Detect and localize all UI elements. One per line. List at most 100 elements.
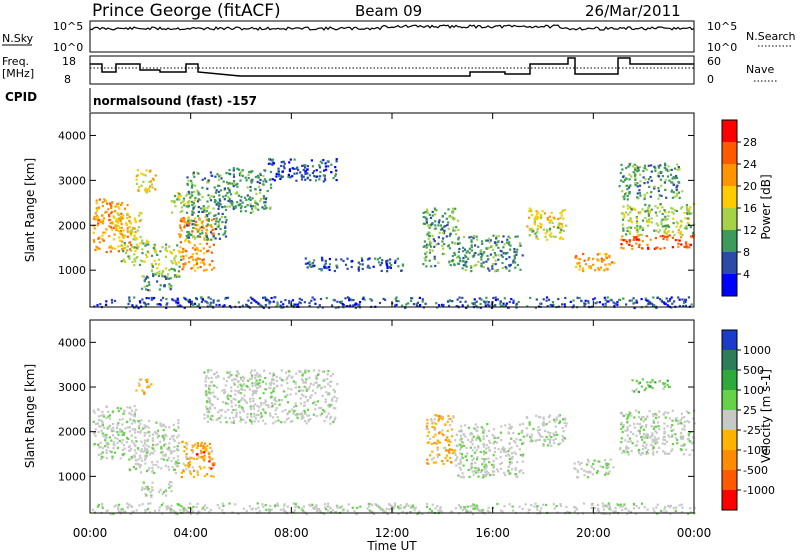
colorbar-tick-label: -500 xyxy=(743,464,768,477)
heatmap-cell xyxy=(225,172,228,175)
heatmap-cell xyxy=(172,457,175,460)
heatmap-cell xyxy=(388,508,391,511)
heatmap-cell xyxy=(634,177,637,180)
heatmap-cell xyxy=(143,487,146,491)
heatmap-cell xyxy=(238,174,242,177)
heatmap-cell xyxy=(565,422,568,425)
heatmap-cell xyxy=(208,466,211,469)
heatmap-cell xyxy=(620,238,623,241)
heatmap-cell xyxy=(255,379,258,382)
heatmap-cell xyxy=(215,303,218,306)
heatmap-cell xyxy=(272,373,276,376)
heatmap-cell xyxy=(240,210,243,213)
heatmap-cell xyxy=(622,195,625,198)
heatmap-cell xyxy=(471,432,474,435)
heatmap-cell xyxy=(121,248,124,251)
heatmap-cell xyxy=(630,221,634,224)
heatmap-cell xyxy=(681,190,684,193)
heatmap-cell xyxy=(386,270,389,273)
heatmap-cell xyxy=(308,304,311,308)
heatmap-cell xyxy=(594,269,597,272)
heatmap-cell xyxy=(427,431,430,434)
heatmap-cell xyxy=(608,513,611,516)
heatmap-cell xyxy=(562,440,565,443)
heatmap-cell xyxy=(224,410,227,413)
heatmap-cell xyxy=(352,298,355,302)
heatmap-cell xyxy=(312,383,315,386)
heatmap-cell xyxy=(672,212,675,215)
heatmap-cell xyxy=(448,234,451,237)
heatmap-cell xyxy=(147,297,150,300)
heatmap-cell xyxy=(206,187,209,190)
heatmap-cell xyxy=(467,426,470,429)
heatmap-cell xyxy=(210,174,213,177)
heatmap-cell xyxy=(657,446,661,449)
heatmap-cell xyxy=(674,419,678,422)
heatmap-cell xyxy=(109,226,113,229)
heatmap-cell xyxy=(252,407,255,410)
heatmap-cell xyxy=(533,223,537,226)
heatmap-cell xyxy=(447,417,450,421)
heatmap-cell xyxy=(675,221,679,224)
heatmap-cell xyxy=(144,244,147,247)
heatmap-cell xyxy=(197,249,200,252)
heatmap-cell xyxy=(212,475,215,478)
heatmap-cell xyxy=(145,275,149,278)
heatmap-cell xyxy=(185,456,188,459)
heatmap-cell xyxy=(627,453,630,456)
heatmap-cell xyxy=(590,506,593,510)
heatmap-cell xyxy=(161,296,165,299)
heatmap-cell xyxy=(467,468,470,472)
heatmap-cell xyxy=(667,230,670,233)
heatmap-cell xyxy=(542,424,545,427)
heatmap-cell xyxy=(238,411,242,414)
heatmap-cell xyxy=(270,379,274,382)
heatmap-cell xyxy=(171,465,174,469)
heatmap-cell xyxy=(439,509,442,512)
heatmap-cell xyxy=(390,505,393,508)
heatmap-cell xyxy=(214,222,217,226)
heatmap-cell xyxy=(105,405,108,408)
heatmap-cell xyxy=(249,371,252,374)
heatmap-cell xyxy=(686,221,690,224)
heatmap-cell xyxy=(139,464,142,467)
heatmap-cell xyxy=(119,232,122,235)
heatmap-cell xyxy=(161,451,164,454)
heatmap-cell xyxy=(634,182,637,185)
heatmap-cell xyxy=(431,422,434,425)
heatmap-cell xyxy=(159,250,162,253)
heatmap-cell xyxy=(247,173,250,176)
heatmap-cell xyxy=(160,504,163,507)
heatmap-cell xyxy=(205,390,208,393)
heatmap-cell xyxy=(206,200,209,203)
heatmap-cell xyxy=(675,417,678,420)
heatmap-cell xyxy=(144,304,147,307)
heatmap-cell xyxy=(205,229,209,232)
heatmap-cell xyxy=(677,191,680,194)
heatmap-cell xyxy=(245,401,248,404)
heatmap-cell xyxy=(217,223,220,226)
heatmap-cell xyxy=(469,467,472,471)
heatmap-cell xyxy=(126,228,129,231)
heatmap-cell xyxy=(468,247,471,250)
heatmap-cell xyxy=(436,505,439,508)
heatmap-cell xyxy=(510,457,513,461)
heatmap-cell xyxy=(237,372,240,375)
heatmap-cell xyxy=(374,503,378,506)
heatmap-cell xyxy=(556,226,560,229)
heatmap-cell xyxy=(157,434,160,438)
heatmap-cell xyxy=(471,470,474,473)
heatmap-cell xyxy=(93,215,96,218)
heatmap-cell xyxy=(269,396,272,399)
heatmap-region xyxy=(185,171,229,241)
heatmap-cell xyxy=(250,413,253,416)
heatmap-cell xyxy=(182,199,186,202)
heatmap-cell xyxy=(622,247,625,250)
heatmap-cell xyxy=(541,209,544,213)
heatmap-cell xyxy=(297,506,300,509)
heatmap-cell xyxy=(627,165,630,168)
heatmap-cell xyxy=(163,285,166,288)
heatmap-cell xyxy=(518,470,521,473)
heatmap-cell xyxy=(501,255,504,259)
heatmap-cell xyxy=(651,440,654,443)
